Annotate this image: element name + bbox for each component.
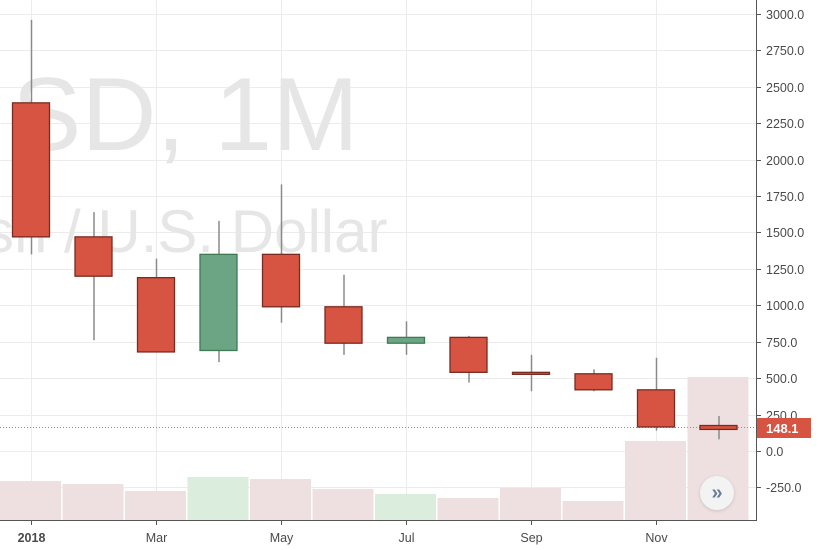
watermark-description: sh / U.S. Dollar [0,198,387,265]
price-tick-label: 2750.0 [766,44,804,58]
candle-body [261,253,301,308]
candle-body [636,389,676,428]
volume-bar [562,501,624,520]
candle-body [136,277,176,353]
last-price-label: 148.1 [757,418,811,438]
price-tick-label: 1250.0 [766,263,804,277]
price-tick-label: 2000.0 [766,154,804,168]
watermark: SD, 1M sh / U.S. Dollar [0,57,387,265]
volume-bar [437,498,499,520]
last-price-value: 148.1 [766,421,799,436]
candle-body [511,371,551,375]
time-tick-label: Sep [520,531,542,545]
price-axis[interactable]: 3000.0 2750.0 2500.0 2250.0 2000.0 1750.0 1500… [756,8,804,495]
volume-bar [500,488,561,520]
time-tick-label: May [270,531,294,545]
last-price-badge [757,418,811,438]
price-tick-label: 2500.0 [766,81,804,95]
price-tick-label: 1750.0 [766,190,804,204]
double-chevron-right-icon: » [711,481,723,504]
volume-bar [0,481,61,520]
volume-bars [0,377,749,520]
candle-body [386,336,426,344]
time-axis[interactable]: 2018 Mar May Jul Sep Nov [18,520,669,545]
price-tick-label: 750.0 [766,336,797,350]
price-tick-label: 1000.0 [766,299,804,313]
candle-body [324,306,363,344]
volume-bar [625,441,686,520]
price-tick-label: 3000.0 [766,8,804,22]
candle-body [574,373,613,391]
candle-body [74,236,113,277]
candle-body [11,102,51,238]
price-tick-label: 1500.0 [766,226,804,240]
candle-body [199,253,238,352]
time-tick-label: 2018 [18,531,46,545]
time-tick-label: Nov [645,531,668,545]
volume-bar [375,494,436,520]
candle-body [449,336,488,373]
price-tick-label: 0.0 [766,445,783,459]
candle-body [699,424,738,431]
time-tick-label: Jul [399,531,415,545]
price-tick-label: 500.0 [766,372,797,386]
volume-bar [312,489,374,520]
price-tick-label: 2250.0 [766,117,804,131]
volume-bar [187,477,249,520]
candles [11,19,738,440]
volume-bar [250,479,311,520]
scroll-to-realtime-button[interactable]: » [700,476,734,510]
price-tick-label: -250.0 [766,481,801,495]
watermark-symbol: SD, 1M [12,57,359,173]
volume-bar [62,484,124,520]
volume-bar [125,491,186,520]
time-tick-label: Mar [146,531,168,545]
